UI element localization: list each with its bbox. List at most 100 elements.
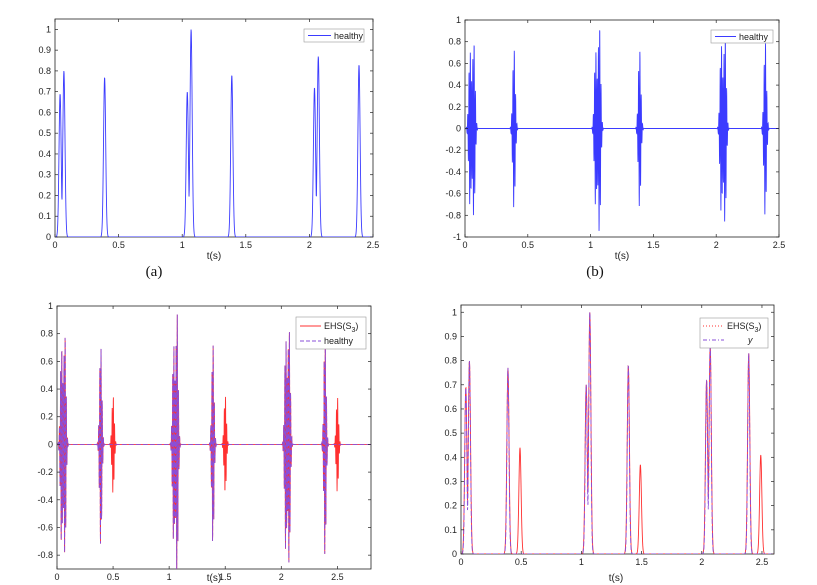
- y-tick-label-d-3: 0.3: [444, 476, 457, 486]
- x-axis-label-a: t(s): [207, 251, 221, 262]
- series-marks-a: [55, 29, 373, 237]
- tick-marks-a: 0 0.5 1 1.5 2 2.5 0 0.1 0.2 0.3 0.4 0.5 0.6 0.7 0.8 0.9…: [38, 19, 379, 250]
- tick-marks-b: 0 0.5 1 1.5 2 2.5 -1 -0.8 -0.6 -0.4 -0.2 0 0.2 0.4 0.6…: [445, 15, 785, 250]
- series-marks-c: [57, 314, 371, 569]
- legend-c: EHS(S3) healthy: [295, 316, 367, 350]
- x-tick-label-a-2: 1: [180, 240, 185, 250]
- series-line-c-healthy: [57, 314, 371, 569]
- x-tick-label-b-4: 2: [714, 240, 719, 250]
- y-tick-label-c-1: -0.6: [37, 522, 53, 532]
- panel-d: 0 0.5 1 1.5 2 2.5 0 0.1 0.2 0.3 0.4 0.5 0.6 0.7 0.8 0.9…: [444, 304, 775, 584]
- x-tick-label-a-1: 0.5: [112, 240, 125, 250]
- x-tick-label-c-5: 2.5: [331, 572, 344, 582]
- legend-label-ehs-d: EHS(S3): [727, 321, 761, 334]
- x-tick-label-b-0: 0: [462, 240, 467, 250]
- y-tick-label-d-2: 0.2: [444, 501, 457, 511]
- y-tick-label-d-4: 0.4: [444, 452, 457, 462]
- series-line-a-healthy: [55, 29, 373, 237]
- legend-a: healthy: [303, 28, 365, 43]
- y-tick-label-a-10: 1: [46, 24, 51, 34]
- y-tick-label-b-7: 0.4: [448, 80, 461, 90]
- x-tick-label-a-5: 2.5: [367, 240, 380, 250]
- y-tick-label-a-9: 0.9: [38, 45, 51, 55]
- legend-label-healthy-c: healthy: [324, 336, 354, 346]
- y-tick-label-a-7: 0.7: [38, 87, 51, 97]
- y-tick-label-d-7: 0.7: [444, 380, 457, 390]
- tick-marks-d: 0 0.5 1 1.5 2 2.5 0 0.1 0.2 0.3 0.4 0.5 0.6 0.7 0.8 0.9…: [444, 305, 774, 567]
- x-tick-label-b-5: 2.5: [773, 240, 786, 250]
- y-tick-label-b-3: -0.4: [445, 167, 461, 177]
- y-tick-label-d-8: 0.8: [444, 356, 457, 366]
- y-tick-label-d-0: 0: [452, 549, 457, 559]
- y-tick-label-b-4: -0.2: [445, 145, 461, 155]
- y-tick-label-c-5: 0.2: [40, 412, 53, 422]
- y-tick-label-a-8: 0.8: [38, 66, 51, 76]
- x-tick-label-b-1: 0.5: [522, 240, 535, 250]
- x-tick-label-a-4: 2: [307, 240, 312, 250]
- y-tick-label-d-1: 0.1: [444, 525, 457, 535]
- panel-c: 0 0.5 1 1.5 2 2.5 -0.8 -0.6 -0.4 -0.2 0 0.2 0.4 0.6 0.…: [37, 301, 372, 584]
- caption-a: (a): [146, 264, 163, 280]
- x-tick-label-d-2: 1: [579, 557, 584, 567]
- x-tick-label-d-0: 0: [458, 557, 463, 567]
- x-tick-label-c-2: 1: [167, 572, 172, 582]
- y-tick-label-c-7: 0.6: [40, 356, 53, 366]
- legend-box-c: [295, 316, 367, 350]
- x-tick-label-c-0: 0: [54, 572, 59, 582]
- y-tick-label-b-0: -1: [453, 232, 461, 242]
- y-tick-label-a-4: 0.4: [38, 149, 51, 159]
- legend-label-y-d: y: [747, 335, 753, 345]
- legend-label-healthy-a: healthy: [334, 31, 364, 41]
- x-tick-label-a-3: 1.5: [240, 240, 253, 250]
- x-tick-label-c-1: 0.5: [107, 572, 120, 582]
- x-tick-label-c-3: 1.5: [219, 572, 232, 582]
- x-tick-label-b-3: 1.5: [647, 240, 660, 250]
- x-axis-label-d: t(s): [609, 573, 623, 584]
- y-tick-label-a-1: 0.1: [38, 211, 51, 221]
- x-tick-label-d-1: 0.5: [515, 557, 528, 567]
- legend-box-b: [710, 29, 774, 44]
- y-tick-label-a-3: 0.3: [38, 170, 51, 180]
- y-tick-label-c-0: -0.8: [37, 550, 53, 560]
- series-line-b-healthy: [465, 30, 779, 231]
- tick-marks-c: 0 0.5 1 1.5 2 2.5 -0.8 -0.6 -0.4 -0.2 0 0.2 0.4 0.6 0.…: [37, 301, 371, 582]
- x-tick-label-d-3: 1.5: [635, 557, 648, 567]
- y-tick-label-a-6: 0.6: [38, 107, 51, 117]
- legend-b: healthy: [710, 29, 774, 44]
- y-tick-label-c-3: -0.2: [37, 467, 53, 477]
- y-tick-label-d-9: 0.9: [444, 331, 457, 341]
- y-tick-label-a-2: 0.2: [38, 190, 51, 200]
- y-tick-label-b-8: 0.6: [448, 58, 461, 68]
- y-tick-label-d-10: 1: [452, 307, 457, 317]
- y-tick-label-c-4: 0: [48, 439, 53, 449]
- legend-d: EHS(S3) y: [699, 317, 769, 349]
- y-tick-label-c-9: 1: [48, 301, 53, 311]
- caption-b: (b): [586, 264, 604, 280]
- series-marks-b: [465, 30, 779, 231]
- legend-box-d: [699, 317, 769, 349]
- y-tick-label-c-6: 0.4: [40, 384, 53, 394]
- y-tick-label-b-9: 0.8: [448, 37, 461, 47]
- y-tick-label-b-2: -0.6: [445, 189, 461, 199]
- panel-a: 0 0.5 1 1.5 2 2.5 0 0.1 0.2 0.3 0.4 0.5 0.6 0.7 0.8 0.9…: [38, 18, 379, 280]
- legend-box-a: [303, 28, 365, 43]
- x-tick-label-b-2: 1: [588, 240, 593, 250]
- y-tick-label-b-1: -0.8: [445, 210, 461, 220]
- y-tick-label-c-2: -0.4: [37, 495, 53, 505]
- y-tick-label-b-5: 0: [456, 124, 461, 134]
- x-tick-label-c-4: 2: [279, 572, 284, 582]
- y-tick-label-b-10: 1: [456, 15, 461, 25]
- x-tick-label-a-0: 0: [52, 240, 57, 250]
- y-tick-label-d-6: 0.6: [444, 404, 457, 414]
- legend-label-healthy-b: healthy: [739, 32, 769, 42]
- x-tick-label-d-4: 2: [699, 557, 704, 567]
- y-tick-label-a-5: 0.5: [38, 128, 51, 138]
- y-tick-label-d-5: 0.5: [444, 428, 457, 438]
- x-axis-label-c: t(s): [207, 573, 221, 584]
- x-tick-label-d-5: 2.5: [756, 557, 769, 567]
- legend-label-ehs-c: EHS(S3): [324, 321, 358, 334]
- x-axis-label-b: t(s): [615, 251, 629, 262]
- y-tick-label-b-6: 0.2: [448, 102, 461, 112]
- y-tick-label-a-0: 0: [46, 232, 51, 242]
